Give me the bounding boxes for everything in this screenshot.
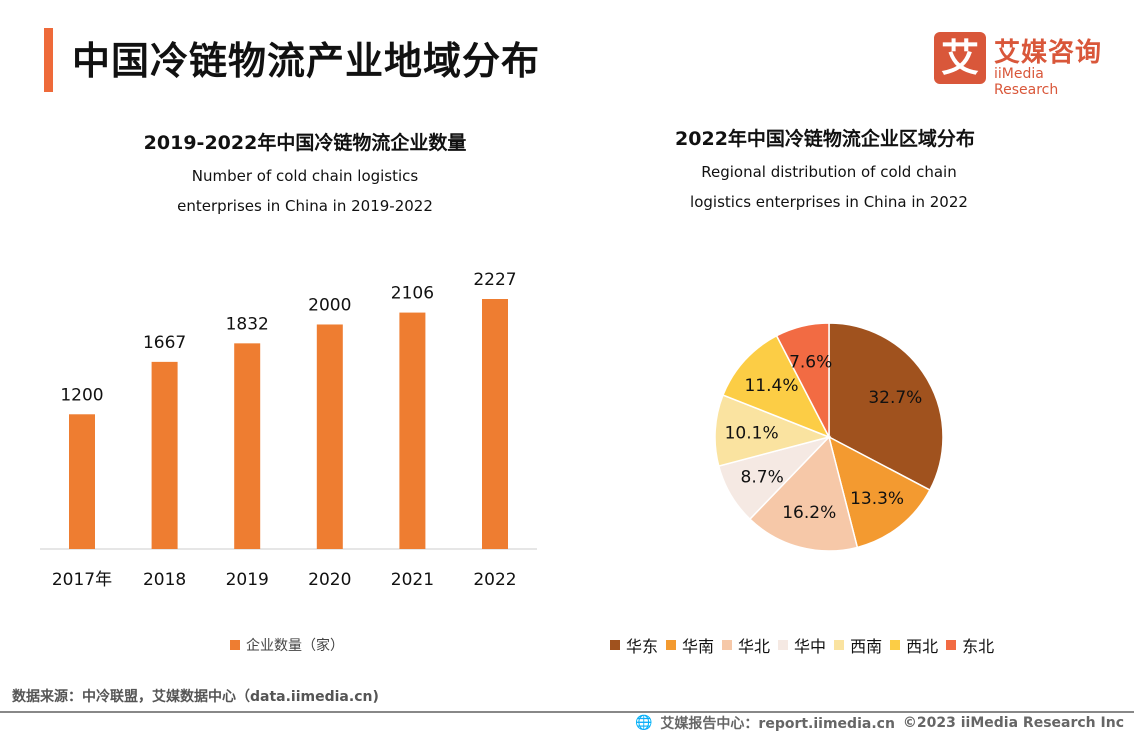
bar-data-label: 1832	[226, 314, 269, 334]
legend-item: 华中	[778, 633, 826, 657]
legend-item: 西北	[890, 633, 938, 657]
pie-data-label: 13.3%	[850, 489, 904, 509]
legend-item: 华东	[610, 633, 658, 657]
logo: 艾 艾媒咨询 iiMedia Research	[934, 32, 1112, 98]
bar-data-label: 1200	[60, 385, 103, 405]
subtitle-line: enterprises in China in 2019-2022	[177, 197, 433, 215]
subtitle-line: Regional distribution of cold chain	[701, 163, 957, 181]
bar	[69, 414, 95, 549]
x-tick-label: 2019	[226, 570, 269, 590]
pie-data-label: 7.6%	[789, 353, 832, 373]
bar	[399, 312, 426, 549]
bar-chart-title: 2019-2022年中国冷链物流企业数量	[143, 132, 467, 154]
x-tick-label: 2022	[473, 570, 516, 590]
bar-chart: 1200 2017年 1667 2018 1832 2019 2000 2020 2106 202…	[40, 270, 537, 590]
legend-label: 华东	[626, 637, 659, 656]
pie-data-label: 10.1%	[725, 423, 779, 443]
x-tick-label: 2017年	[52, 570, 112, 590]
logo-cn: 艾媒咨询	[994, 38, 1103, 68]
bar	[151, 361, 178, 549]
legend-swatch	[610, 640, 620, 650]
legend-item: 华南	[666, 633, 714, 657]
logo-en: iiMedia Research	[994, 66, 1059, 98]
legend-swatch	[834, 640, 845, 650]
pie-slice	[722, 334, 831, 439]
x-tick-label: 2018	[143, 570, 186, 590]
pie-slice	[748, 435, 859, 552]
bar-legend: 企业数量（家）	[230, 635, 344, 655]
footer-divider	[0, 711, 1134, 713]
legend-swatch	[778, 640, 789, 650]
bar-data-label: 2000	[308, 295, 351, 315]
bar-data-label: 2106	[391, 284, 434, 304]
legend-label: 华南	[682, 637, 715, 656]
pie-data-label: 16.2%	[782, 503, 836, 523]
x-tick-label: 2020	[308, 570, 351, 590]
pie-slice	[775, 322, 830, 438]
legend-swatch	[890, 640, 901, 650]
legend-item: 东北	[946, 633, 994, 657]
x-tick-label: 2021	[391, 570, 434, 590]
legend-item: 华北	[722, 633, 770, 657]
bar	[316, 324, 343, 549]
title-accent-bar	[44, 28, 53, 92]
pie-chart-title: 2022年中国冷链物流企业区域分布	[675, 128, 975, 150]
legend-swatch	[230, 640, 240, 650]
pie-data-label: 32.7%	[868, 388, 922, 408]
subtitle-line: Number of cold chain logistics	[191, 167, 419, 185]
legend-item: 西南	[834, 633, 882, 657]
bar-chart-subtitle: Number of cold chain logistics enterpris…	[80, 161, 530, 221]
legend-label: 东北	[962, 637, 995, 656]
bar	[234, 343, 261, 549]
legend-label: 华北	[738, 637, 771, 656]
data-source: 数据来源：中冷联盟，艾媒数据中心（data.iimedia.cn)	[12, 689, 379, 705]
pie-data-label: 8.7%	[741, 467, 784, 487]
pie-chart: 32.7% 13.3% 16.2% 8.7% 10.1% 11.4% 7.6%	[714, 322, 944, 552]
pie-slice	[714, 394, 832, 467]
legend-label: 企业数量（家）	[246, 638, 344, 654]
legend-swatch	[722, 640, 733, 650]
pie-chart-subtitle: Regional distribution of cold chain logi…	[604, 157, 1054, 217]
bar-data-label: 1667	[143, 333, 186, 353]
subtitle-line: logistics enterprises in China in 2022	[690, 193, 968, 211]
globe-icon: 🌐	[634, 715, 653, 731]
footer-copyright: ©2023 iiMedia Research Inc	[902, 715, 1124, 731]
legend-swatch	[946, 640, 957, 650]
pie-data-label: 11.4%	[744, 376, 798, 396]
pie-slice	[828, 322, 944, 492]
logo-icon: 艾	[934, 32, 986, 84]
page-title: 中国冷链物流产业地域分布	[72, 39, 541, 83]
footer-link[interactable]: 艾媒报告中心：report.iimedia.cn	[660, 716, 895, 732]
footer: 🌐 艾媒报告中心：report.iimedia.cn ©2023 iiMedia…	[635, 713, 1124, 733]
pie-slice	[827, 435, 931, 549]
legend-label: 西北	[906, 637, 939, 656]
pie-legend: 华东 华南 华北 华中 西南 西北 东北	[610, 633, 994, 657]
bar-data-label: 2227	[473, 270, 516, 290]
legend-swatch	[666, 640, 677, 650]
legend-label: 西南	[850, 637, 883, 656]
bar	[482, 299, 508, 549]
legend-label: 华中	[794, 637, 827, 656]
